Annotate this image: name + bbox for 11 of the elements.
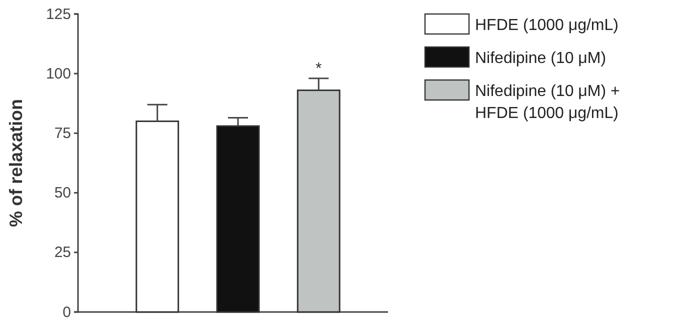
legend-label: HFDE (1000 μg/mL) bbox=[475, 17, 618, 34]
y-tick-label: 100 bbox=[46, 65, 71, 82]
annotation: * bbox=[316, 60, 322, 78]
y-tick-label: 25 bbox=[54, 244, 71, 262]
y-tick-label: 50 bbox=[54, 184, 71, 202]
y-tick-label: 0 bbox=[62, 304, 71, 321]
legend-label: Nifedipine (10 μM) + HFDE (1000 μg/mL) bbox=[475, 83, 620, 122]
y-tick-label: 75 bbox=[54, 125, 71, 142]
y-tick-label: 125 bbox=[46, 6, 71, 23]
legend-label: Nifedipine (10 μM) bbox=[475, 50, 606, 67]
y-axis-title: % of relaxation bbox=[6, 98, 26, 228]
